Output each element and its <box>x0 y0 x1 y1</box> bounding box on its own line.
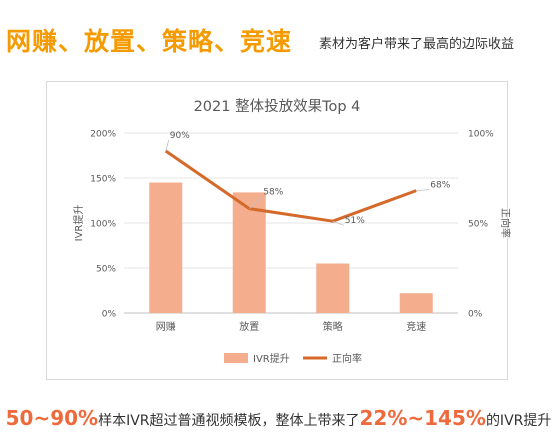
footer-text-2: 的IVR提升 <box>485 413 552 429</box>
y2-axis-label: 正向率 <box>499 208 512 238</box>
line-series <box>164 149 417 223</box>
footer-highlight-1: 50~90% <box>5 406 99 430</box>
subheadline: 素材为客户带来了最高的边际收益 <box>319 37 515 52</box>
data-label: 68% <box>430 181 450 191</box>
data-label-leader <box>416 189 430 191</box>
y-tick-label: 50% <box>96 265 116 275</box>
legend: IVR提升 正向率 <box>224 352 362 365</box>
bar <box>232 192 266 313</box>
data-label: 51% <box>345 216 365 226</box>
data-label: 90% <box>170 131 190 141</box>
x-tick-label: 策略 <box>323 320 343 333</box>
x-tick-label: 放置 <box>239 320 259 333</box>
legend-bar-label: IVR提升 <box>253 353 290 365</box>
y-tick-label: 100% <box>90 220 116 230</box>
footer-highlight-2: 22%~145% <box>359 406 486 430</box>
x-tick-label: 网赚 <box>156 320 176 333</box>
legend-bar-swatch <box>224 353 248 363</box>
footer-text-1: 样本IVR超过普通视频模板，整体上带来了 <box>98 413 360 429</box>
footer-summary: 50~90%样本IVR超过普通视频模板，整体上带来了22%~145%的IVR提升 <box>0 406 557 430</box>
y2-tick-label: 100% <box>468 130 494 140</box>
data-label-leader <box>248 196 263 209</box>
y2-tick-label: 50% <box>468 220 488 230</box>
y-tick-label: 0% <box>102 310 117 320</box>
bar <box>149 182 183 313</box>
data-label-leader <box>165 139 170 152</box>
y-axis-label: IVR提升 <box>73 205 85 242</box>
chart-frame <box>46 81 508 380</box>
y-tick-label: 150% <box>90 175 116 185</box>
chart-title: 2021 整体投放效果Top 4 <box>194 98 361 115</box>
x-tick-label: 竞速 <box>406 320 426 333</box>
data-label: 58% <box>263 188 283 198</box>
bar <box>316 263 350 313</box>
data-label-leader <box>332 220 344 226</box>
bar <box>399 293 433 313</box>
legend-line-label: 正向率 <box>332 352 362 365</box>
y2-tick-label: 0% <box>468 310 483 320</box>
headline: 网赚、放置、策略、竞速 <box>6 27 293 56</box>
y-tick-label: 200% <box>90 130 116 140</box>
